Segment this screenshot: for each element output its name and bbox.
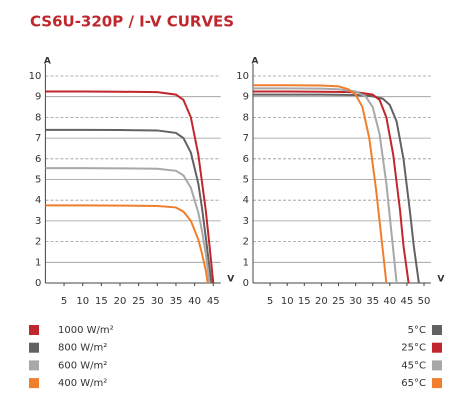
x-tick-label: 45 — [401, 296, 414, 307]
series-line — [45, 204, 209, 284]
y-tick-label: 6 — [243, 154, 249, 165]
x-tick-label: 40 — [383, 296, 396, 307]
legend-swatch — [432, 325, 442, 335]
legend-swatch — [29, 342, 39, 353]
x-tick-label: 10 — [76, 296, 89, 307]
series-line — [45, 167, 211, 284]
series-line — [253, 90, 410, 284]
y-axis-label: A — [252, 57, 259, 67]
y-tick-label: 3 — [35, 216, 41, 227]
x-tick-label: 5 — [61, 296, 67, 307]
y-tick-label: 9 — [243, 92, 249, 103]
x-tick-label: 35 — [366, 296, 379, 307]
y-tick-label: 4 — [243, 195, 249, 206]
x-tick-label: 20 — [315, 296, 328, 307]
legend-label: 400 W/m² — [58, 378, 107, 389]
x-tick-label: 15 — [95, 296, 108, 307]
series-line — [253, 84, 388, 284]
x-tick-label: 30 — [151, 296, 164, 307]
legend-label: 800 W/m² — [58, 343, 107, 354]
legend-swatch — [432, 378, 442, 389]
y-tick-label: 8 — [35, 112, 41, 123]
series-line — [253, 87, 398, 284]
legend-label: 600 W/m² — [58, 360, 107, 371]
y-tick-label: 2 — [35, 237, 41, 248]
x-tick-label: 45 — [207, 296, 220, 307]
legend-label: 45°C — [401, 360, 426, 371]
legend-swatch — [29, 360, 39, 371]
y-tick-label: 5 — [35, 175, 41, 186]
chart-title: CS6U-320P / I-V CURVES — [30, 13, 234, 31]
legend-swatch — [432, 360, 442, 371]
y-tick-label: 1 — [35, 257, 41, 268]
y-tick-label: 1 — [243, 257, 249, 268]
y-tick-label: 7 — [35, 133, 41, 144]
x-tick-label: 15 — [298, 296, 311, 307]
x-tick-label: 25 — [332, 296, 345, 307]
legend-label: 65°C — [401, 378, 426, 389]
x-axis-label: V — [227, 275, 234, 285]
y-tick-label: 2 — [243, 237, 249, 248]
x-tick-label: 35 — [170, 296, 183, 307]
legend-label: 25°C — [401, 343, 426, 354]
y-tick-label: 8 — [243, 112, 249, 123]
y-tick-label: 10 — [236, 71, 249, 82]
series-line — [45, 90, 215, 284]
legend-swatch — [29, 325, 39, 335]
x-axis-label: V — [437, 275, 444, 285]
x-tick-label: 50 — [418, 296, 431, 307]
y-tick-label: 0 — [35, 278, 41, 289]
series-line — [253, 93, 420, 284]
legend-swatch — [29, 378, 39, 389]
y-tick-label: 6 — [35, 154, 41, 165]
legend-swatch — [432, 342, 442, 353]
y-tick-label: 9 — [35, 92, 41, 103]
x-tick-label: 25 — [132, 296, 145, 307]
x-tick-label: 40 — [188, 296, 201, 307]
series-line — [45, 128, 213, 284]
legend-label: 1000 W/m² — [58, 325, 114, 336]
y-tick-label: 3 — [243, 216, 249, 227]
x-tick-label: 30 — [349, 296, 362, 307]
y-tick-label: 10 — [29, 71, 42, 82]
x-tick-label: 5 — [267, 296, 273, 307]
y-tick-label: 0 — [243, 278, 249, 289]
y-tick-label: 7 — [243, 133, 249, 144]
y-tick-label: 4 — [35, 195, 41, 206]
y-axis-label: A — [44, 57, 51, 67]
legend-label: 5°C — [408, 325, 426, 336]
x-tick-label: 20 — [114, 296, 127, 307]
x-tick-label: 10 — [281, 296, 294, 307]
y-tick-label: 5 — [243, 175, 249, 186]
